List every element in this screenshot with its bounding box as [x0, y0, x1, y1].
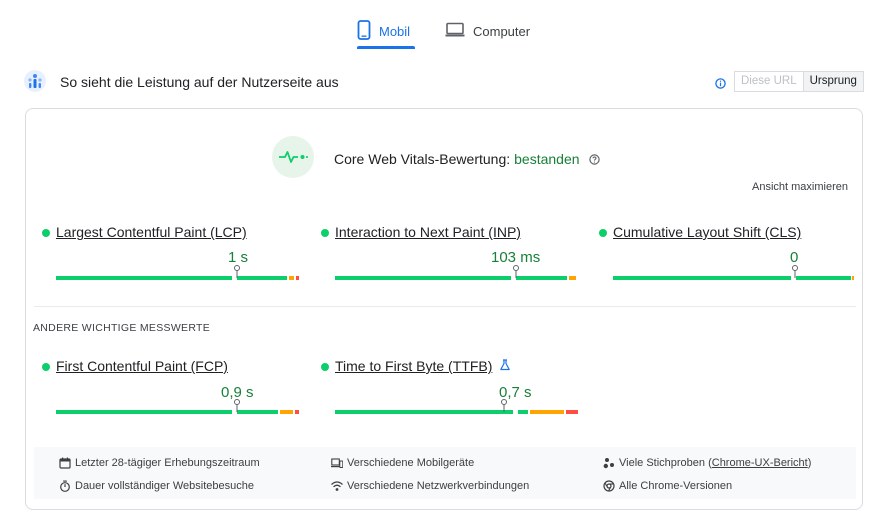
- metric-lcp: Largest Contentful Paint (LCP) 1 s: [42, 224, 299, 284]
- value-marker-icon: [792, 265, 798, 278]
- bar-poor-segment: [566, 410, 578, 414]
- metric-value-cls: 0: [790, 249, 799, 266]
- bar-poor-segment: [295, 410, 299, 414]
- status-good-dot: [599, 229, 607, 237]
- sample-source: Viele Stichproben (Chrome-UX-Bericht): [603, 457, 811, 469]
- url-origin-toggle: Diese URL Ursprung: [734, 71, 864, 92]
- cwv-assessment: Core Web Vitals-Bewertung: bestanden: [334, 151, 601, 168]
- value-marker-icon: [234, 399, 240, 412]
- crux-logo-icon: [24, 70, 46, 92]
- tab-desktop[interactable]: Computer: [445, 14, 530, 48]
- distribution-bar: [613, 276, 854, 280]
- metric-value-ttfb: 0,7 s: [499, 384, 532, 401]
- wifi-icon: [331, 480, 343, 492]
- metric-cls: Cumulative Layout Shift (CLS) 0: [599, 224, 854, 284]
- chrome-icon: [603, 480, 615, 492]
- bar-good-segment: [335, 276, 511, 280]
- bar-average-segment: [280, 410, 293, 414]
- bar-good-segment: [613, 276, 791, 280]
- cwv-label: Core Web Vitals-Bewertung:: [334, 151, 511, 167]
- divider: [34, 306, 856, 307]
- network-types: Verschiedene Netzwerkverbindungen: [331, 480, 529, 492]
- status-good-dot: [321, 229, 329, 237]
- visit-duration-text: Dauer vollständiger Websitebesuche: [75, 480, 254, 492]
- metric-name-ttfb[interactable]: Time to First Byte (TTFB): [335, 358, 493, 374]
- field-data-header: So sieht die Leistung auf der Nutzerseit…: [24, 68, 864, 96]
- metric-value-inp: 103 ms: [491, 249, 541, 266]
- samples-suffix: ): [807, 457, 812, 469]
- field-data-card: Core Web Vitals-Bewertung: bestanden Ansi…: [25, 108, 863, 510]
- pulse-icon: [272, 136, 314, 178]
- flask-icon: [500, 359, 510, 371]
- origin-button[interactable]: Ursprung: [803, 72, 863, 91]
- bar-average-segment: [289, 276, 294, 280]
- metric-name-fcp[interactable]: First Contentful Paint (FCP): [56, 358, 228, 374]
- help-icon[interactable]: [589, 152, 601, 168]
- status-good-dot: [42, 229, 50, 237]
- laptop-icon: [445, 22, 465, 41]
- devices-icon: [331, 457, 344, 469]
- tab-mobile-label: Mobil: [379, 23, 411, 39]
- device-types: Verschiedene Mobilgeräte: [331, 457, 474, 469]
- crux-report-link[interactable]: Chrome-UX-Bericht: [711, 457, 808, 469]
- metric-value-fcp: 0,9 s: [221, 384, 254, 401]
- metric-fcp: First Contentful Paint (FCP) 0,9 s: [42, 358, 299, 418]
- bar-good-segment: [518, 410, 528, 414]
- status-good-dot: [321, 363, 329, 371]
- other-metrics-title: ANDERE WICHTIGE MESSWERTE: [33, 322, 211, 334]
- value-marker-icon: [513, 265, 519, 278]
- bar-good-segment: [796, 276, 851, 280]
- metric-name-cls[interactable]: Cumulative Layout Shift (CLS): [613, 224, 802, 240]
- collection-period-text: Letzter 28-tägiger Erhebungszeitraum: [75, 457, 260, 469]
- expand-view-link[interactable]: Ansicht maximieren: [752, 181, 848, 193]
- bar-good-segment: [237, 410, 278, 414]
- data-source-footer: Letzter 28-tägiger Erhebungszeitraum Ver…: [34, 447, 856, 499]
- distribution-bar: [335, 410, 578, 414]
- tab-desktop-label: Computer: [473, 23, 531, 39]
- samples-prefix: Viele Stichproben (: [619, 457, 712, 469]
- network-types-text: Verschiedene Netzwerkverbindungen: [347, 480, 530, 492]
- device-tabs: Mobil Computer: [0, 14, 886, 50]
- status-good-dot: [42, 363, 50, 371]
- metric-ttfb: Time to First Byte (TTFB) 0,7 s: [321, 358, 578, 418]
- chrome-versions-text: Alle Chrome-Versionen: [619, 480, 733, 492]
- distribution-bar: [335, 276, 576, 280]
- samples-icon: [603, 457, 615, 469]
- collection-period: Letzter 28-tägiger Erhebungszeitraum: [59, 457, 260, 469]
- bar-average-segment: [530, 410, 564, 414]
- device-types-text: Verschiedene Mobilgeräte: [347, 457, 475, 469]
- bar-good-segment: [56, 410, 232, 414]
- timer-icon: [59, 480, 71, 492]
- calendar-icon: [59, 457, 71, 469]
- bar-good-segment: [237, 276, 287, 280]
- metric-name-lcp[interactable]: Largest Contentful Paint (LCP): [56, 224, 247, 240]
- bar-good-segment: [516, 276, 567, 280]
- bar-good-segment: [335, 410, 513, 414]
- active-tab-indicator: [357, 46, 415, 49]
- metric-inp: Interaction to Next Paint (INP) 103 ms: [321, 224, 576, 284]
- distribution-bar: [56, 410, 299, 414]
- info-icon[interactable]: [715, 76, 726, 94]
- this-url-button[interactable]: Diese URL: [735, 72, 804, 91]
- metric-name-inp[interactable]: Interaction to Next Paint (INP): [335, 224, 521, 240]
- section-title: So sieht die Leistung auf der Nutzerseit…: [60, 74, 339, 90]
- metric-value-lcp: 1 s: [228, 249, 249, 266]
- cwv-status: bestanden: [514, 151, 580, 167]
- value-marker-icon: [501, 399, 507, 412]
- bar-poor-segment: [296, 276, 299, 280]
- smartphone-icon: [357, 19, 371, 43]
- bar-good-segment: [56, 276, 232, 280]
- value-marker-icon: [234, 265, 240, 278]
- tab-mobile[interactable]: Mobil: [357, 14, 410, 48]
- chrome-versions: Alle Chrome-Versionen: [603, 480, 732, 492]
- distribution-bar: [56, 276, 299, 280]
- bar-average-segment: [569, 276, 576, 280]
- visit-duration: Dauer vollständiger Websitebesuche: [59, 480, 254, 492]
- bar-average-segment: [852, 276, 854, 280]
